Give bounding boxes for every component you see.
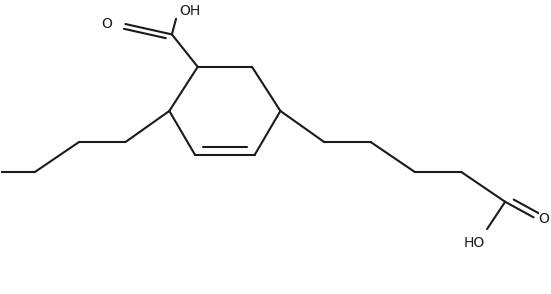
Text: OH: OH [180,4,201,18]
Text: HO: HO [463,235,485,250]
Text: O: O [539,212,549,226]
Text: O: O [101,17,112,31]
